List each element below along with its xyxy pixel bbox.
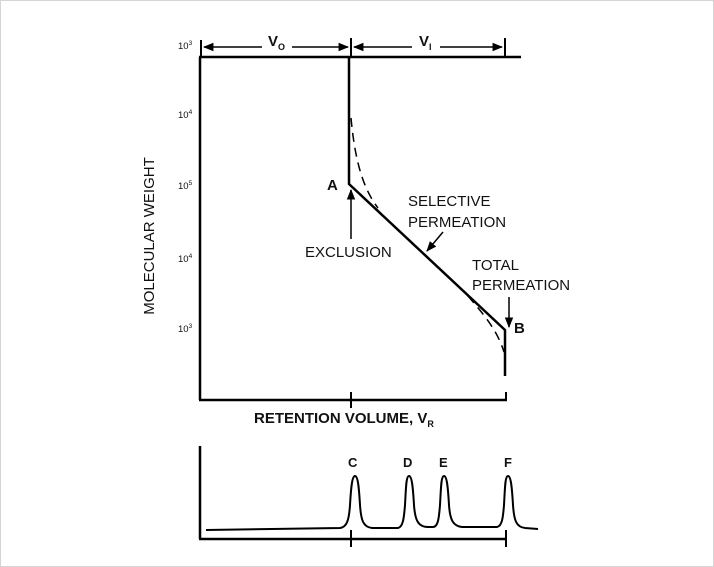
x-axis-title: RETENTION VOLUME, VR	[254, 410, 434, 429]
y-tick-label-1: 103	[178, 40, 193, 52]
y-tick-label-2: 104	[178, 109, 193, 121]
dashed-real-curve-bottom	[467, 295, 505, 353]
selective-arrow	[426, 231, 444, 252]
vi-label: VI	[419, 33, 432, 52]
peak-d-label: D	[403, 455, 412, 470]
exclusion-label: EXCLUSION	[305, 244, 392, 261]
y-tick-label-5: 103	[178, 323, 193, 335]
selective-label-line2: PERMEATION	[408, 214, 506, 231]
vo-label: VO	[268, 33, 285, 52]
dashed-real-curve-top	[350, 117, 379, 209]
selective-label-line1: SELECTIVE	[408, 193, 491, 210]
peak-c-label: C	[348, 455, 358, 470]
peak-e-label: E	[439, 455, 448, 470]
peak-f-label: F	[504, 455, 512, 470]
y-tick-label-3: 105	[178, 180, 193, 192]
point-b-label: B	[514, 320, 525, 337]
y-tick-label-4: 104	[178, 253, 193, 265]
total-label-line1: TOTAL	[472, 257, 519, 274]
total-label-line2: PERMEATION	[472, 277, 570, 294]
y-axis-title: MOLECULAR WEIGHT	[141, 157, 158, 315]
chromatogram-trace	[205, 474, 539, 531]
point-a-label: A	[327, 177, 338, 194]
calibration-curve	[347, 57, 507, 376]
